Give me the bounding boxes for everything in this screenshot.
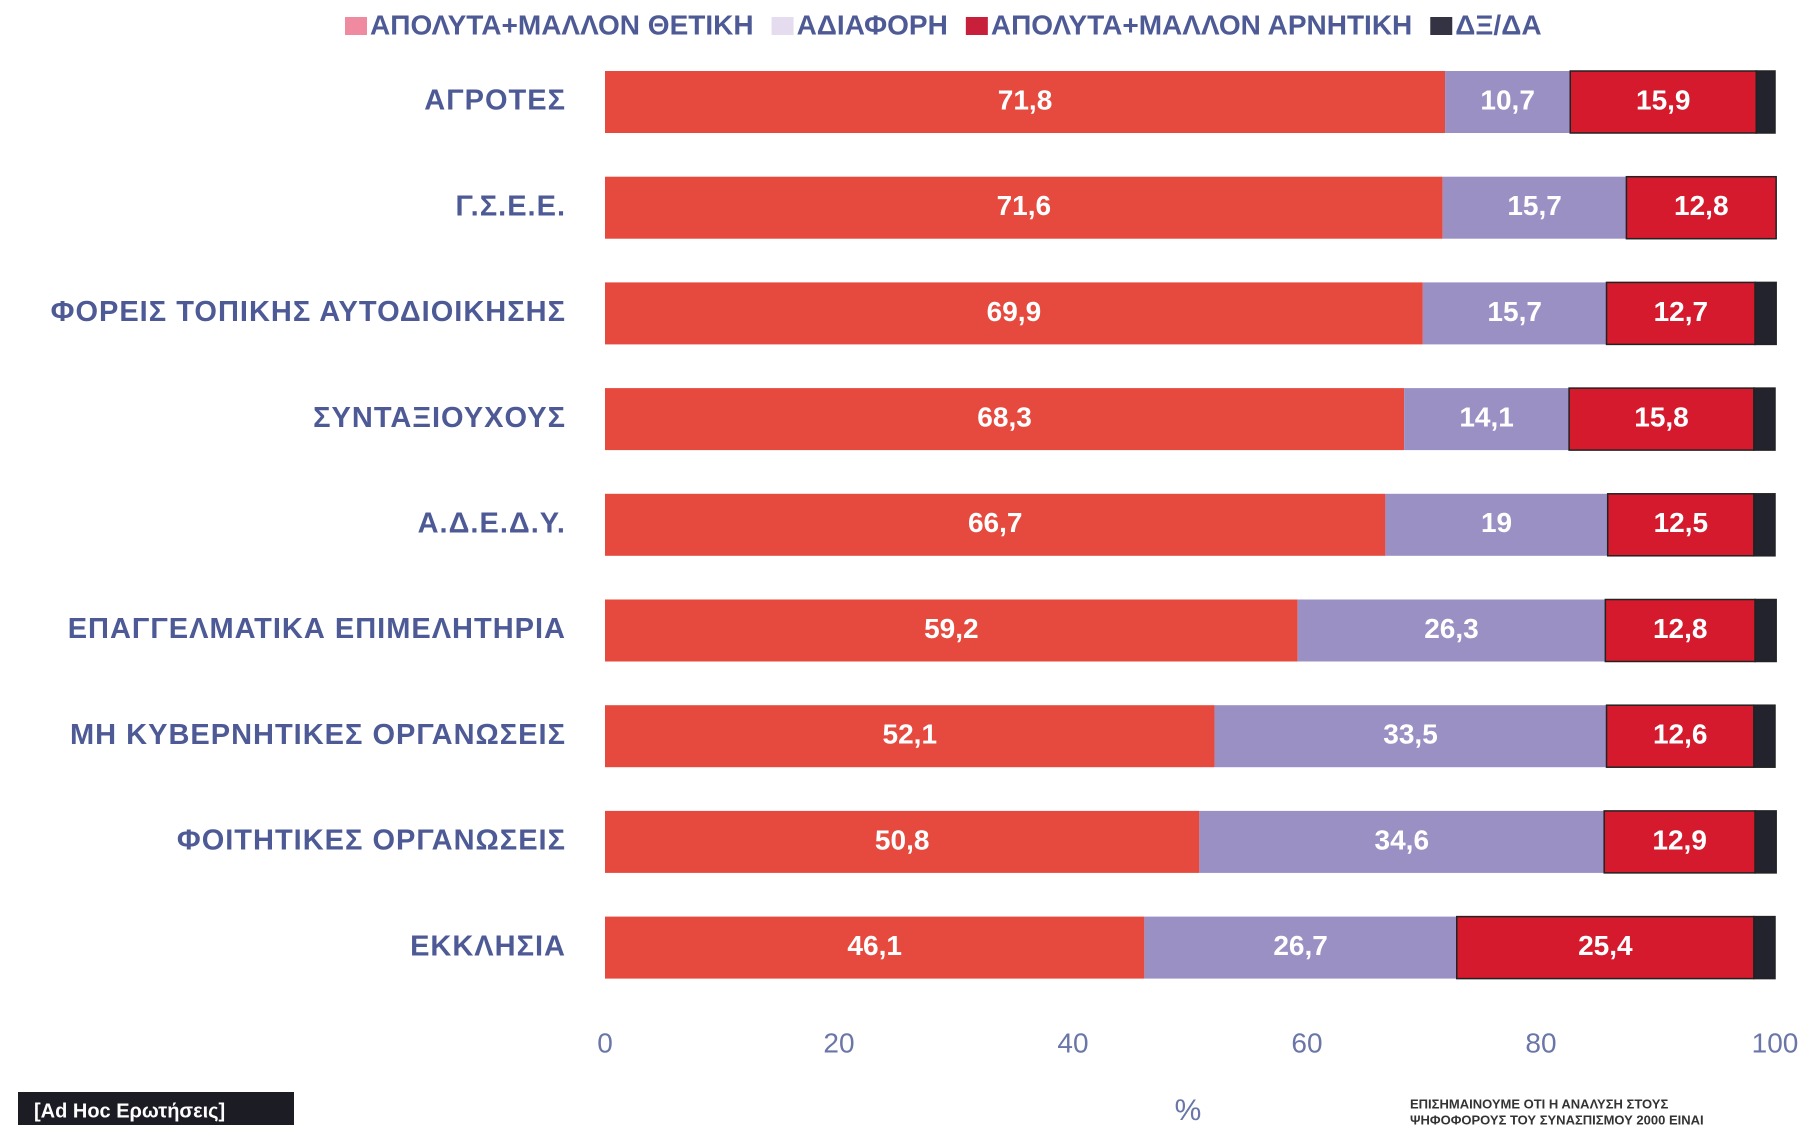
legend-swatch [965,17,988,35]
category-label: Γ.Σ.Ε.Ε. [455,190,566,222]
value-label: 15,9 [1636,84,1691,115]
legend-label: ΑΠΟΛΥΤΑ+ΜΑΛΛΟΝ ΑΡΝΗΤΙΚΗ [991,9,1412,40]
x-tick-label: 0 [597,1027,613,1058]
value-label: 15,7 [1487,296,1542,327]
value-label: 1,8 [1783,401,1811,432]
bar-segment [1404,388,1570,451]
bar-segment [605,599,1298,662]
category-label: ΕΚΚΛΗΣΙΑ [410,930,566,962]
bar-segment [1754,281,1777,346]
category-label: ΦΟΙΤΗΤΙΚΕΣ ΟΡΓΑΝΩΣΕΙΣ [177,825,566,857]
value-label: 50,8 [875,824,930,855]
value-label: 12,5 [1654,507,1709,538]
bar-segment [1604,598,1756,663]
value-label: 71,6 [997,190,1052,221]
x-tick-label: 100 [1752,1027,1799,1058]
value-label: 66,7 [968,507,1023,538]
category-label: ΑΓΡΟΤΕΣ [424,85,566,117]
x-tick-label: 40 [1057,1027,1088,1058]
value-label: 33,5 [1383,719,1438,750]
value-label: 12,6 [1653,719,1708,750]
value-label: 71,8 [998,84,1053,115]
bar-segment [1754,598,1777,663]
bar-segment [1569,70,1758,134]
value-label: 15,8 [1634,401,1689,432]
category-label: ΕΠΑΓΓΕΛΜΑΤΙΚΑ ΕΠΙΜΕΛΗΤΗΡΙΑ [68,613,566,645]
annotation: ΕΠΙΣΗΜΑΙΝΟΥΜΕ ΟΤΙ Η ΑΝΑΛΥΣΗ ΣΤΟΥΣ [1410,1096,1668,1111]
value-label: 19 [1481,507,1512,538]
bar-segment [1605,704,1755,768]
bar-segment [1625,175,1777,240]
bar-segment [1753,704,1776,768]
value-label: 15,7 [1507,190,1562,221]
annotation: [Ad Hoc Ερωτήσεις] [34,1100,225,1122]
x-tick-label: 20 [823,1027,854,1058]
value-label: 1,8 [1784,824,1811,855]
value-label: 12,8 [1653,613,1708,644]
value-label: 34,6 [1375,824,1430,855]
value-label: 52,1 [883,719,938,750]
bar-segment [1144,916,1457,979]
bar-segment [1385,493,1608,556]
bar-segment [1442,176,1627,239]
annotation-box [18,1092,294,1125]
bar-segment [1755,70,1776,134]
value-label: 14,1 [1459,401,1514,432]
legend-swatch [771,17,794,35]
bar-segment [1445,71,1571,133]
bar-segment [1297,599,1606,662]
bar-segment [1605,281,1756,346]
legend-label: ΑΔΙΑΦΟΡΗ [797,9,948,40]
bar-segment [605,282,1423,345]
bar-segment [605,71,1446,133]
value-label: 1,6 [1783,84,1811,115]
x-tick-label: 60 [1291,1027,1322,1058]
category-label: ΜΗ ΚΥΒΕΡΝΗΤΙΚΕΣ ΟΡΓΑΝΩΣΕΙΣ [70,719,566,751]
bar-segment [1603,810,1756,874]
bar-segment [605,493,1386,556]
bar-segment [605,705,1215,768]
legend-label: ΑΠΟΛΥΤΑ+ΜΑΛΛΟΝ ΘΕΤΙΚΗ [370,9,754,40]
bar-segment [605,176,1443,239]
legend-label: ΔΞ/ΔΑ [1455,9,1541,40]
legend-swatch [345,17,367,35]
value-label: 1,8 [1784,296,1811,327]
value-label: 68,3 [977,401,1032,432]
bar-segment [605,388,1405,451]
value-label: 1,8 [1784,613,1811,644]
x-tick-label: 80 [1525,1027,1556,1058]
bar-segment [605,810,1200,873]
value-label: 69,9 [987,296,1042,327]
value-label: 59,2 [924,613,979,644]
bar-segment [1214,705,1607,768]
value-label: 12,9 [1652,824,1707,855]
value-label: 25,4 [1578,930,1633,961]
bar-segment [1456,915,1755,980]
value-label: 26,7 [1273,930,1328,961]
bar-segment [1199,810,1605,873]
x-axis-label: % [1175,1094,1202,1125]
bar-segment [605,916,1145,979]
bar-segment [1753,493,1776,557]
bar-segment [1606,493,1755,557]
value-label: 1,8 [1783,507,1811,538]
bar-segment [1422,282,1607,345]
category-label: ΣΥΝΤΑΞΙΟΥΧΟΥΣ [313,402,566,434]
bar-segment [1753,387,1776,451]
legend-swatch [1430,17,1453,35]
annotation: ΨΗΦΟΦΟΡΟΥΣ ΤΟΥ ΣΥΝΑΣΠΙΣΜΟΥ 2000 ΕΙΝΑΙ [1410,1112,1704,1125]
bar-segment [1753,915,1776,980]
value-label: 1,8 [1783,719,1811,750]
category-label: ΦΟΡΕΙΣ ΤΟΠΙΚΗΣ ΑΥΤΟΔΙΟΙΚΗΣΗΣ [51,296,566,328]
category-label: Α.Δ.Ε.Δ.Υ. [418,507,566,539]
value-label: 12,7 [1654,296,1709,327]
value-label: 26,3 [1424,613,1479,644]
bar-segment [1568,387,1755,451]
value-label: 46,1 [847,930,902,961]
value-label: 12,8 [1674,190,1729,221]
value-label: 10,7 [1480,84,1535,115]
bar-segment [1754,810,1777,874]
value-label: 1,8 [1783,930,1811,961]
